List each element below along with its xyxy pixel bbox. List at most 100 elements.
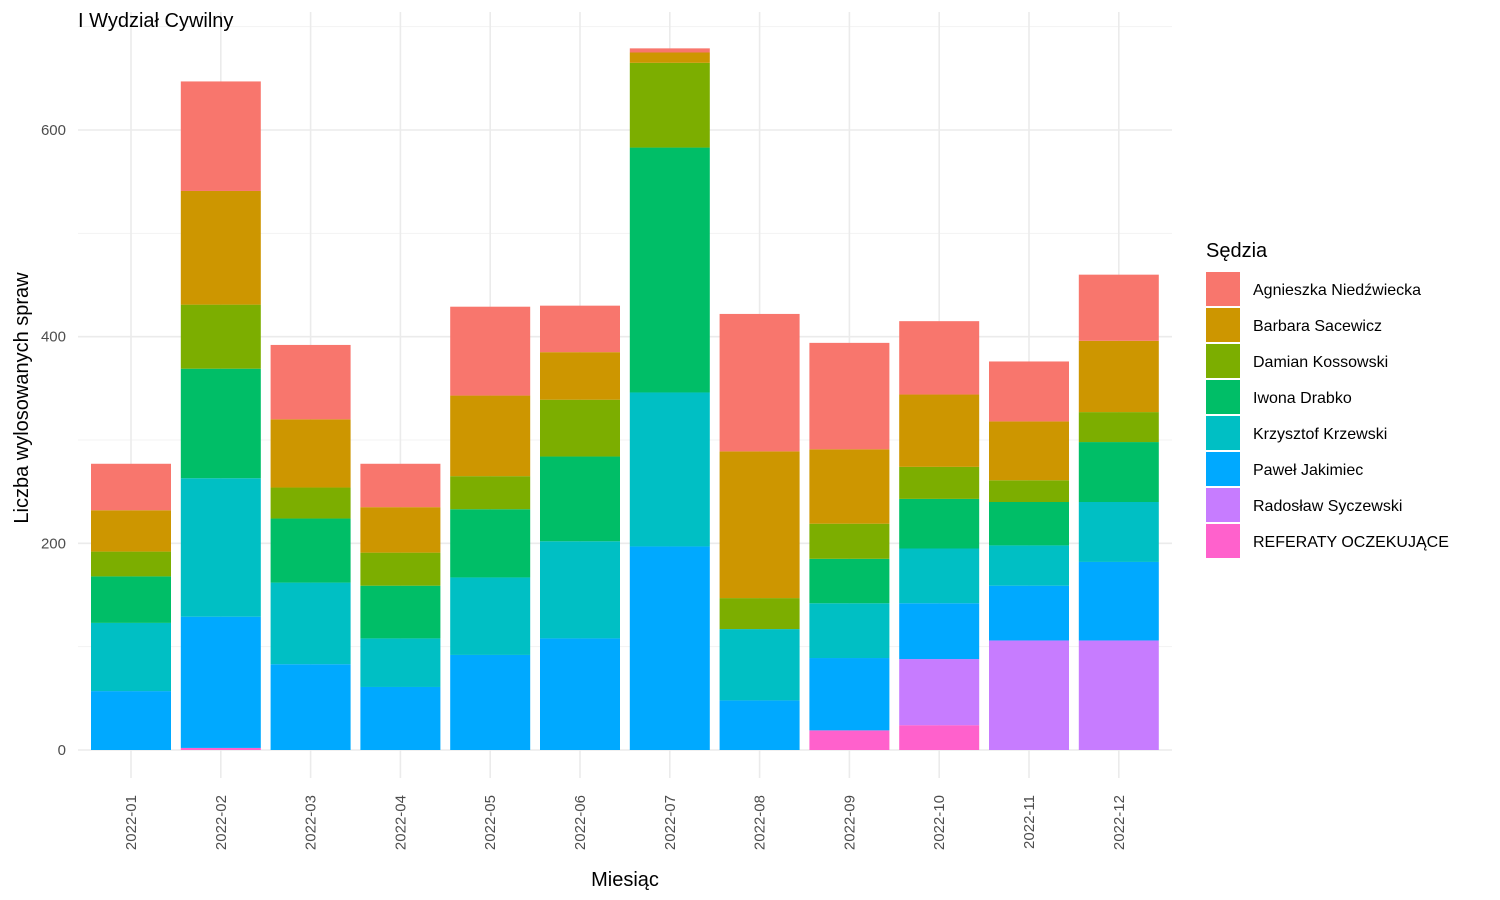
legend-swatch [1206, 488, 1240, 522]
bar-segment [180, 478, 261, 617]
bar-segment [91, 691, 171, 750]
legend-label: Damian Kossowski [1253, 354, 1388, 371]
bar-segment [1078, 502, 1159, 562]
legend-swatch [1206, 308, 1240, 342]
bar-segment [989, 545, 1069, 586]
bar-segment [540, 638, 620, 750]
legend-swatch [1206, 416, 1240, 450]
x-tick-label: 2022-05 [482, 795, 499, 850]
bar-segment [989, 480, 1069, 502]
bar-segment [809, 658, 890, 731]
bar-segment [989, 502, 1069, 546]
bar-segment [360, 638, 441, 687]
y-axis-title: Liczba wylosowanych spraw [11, 272, 33, 524]
x-tick-label: 2022-04 [392, 795, 409, 850]
bar-segment [809, 342, 890, 450]
x-tick-label: 2022-03 [303, 795, 320, 850]
bar-segment [270, 487, 351, 519]
bar-segment [809, 603, 890, 659]
bar-segment [270, 344, 351, 420]
bar-segment [360, 686, 441, 750]
bar-segment [180, 747, 261, 750]
bar-segment [809, 523, 890, 559]
legend-label: Radosław Syczewski [1253, 498, 1402, 515]
bar-segment [91, 622, 171, 692]
bar-segment [540, 305, 620, 353]
bar-segment [899, 725, 980, 750]
bar-segment [899, 548, 980, 604]
bar-segment [809, 449, 890, 524]
bar-segment [1078, 412, 1159, 443]
chart-title: I Wydział Cywilny [78, 10, 233, 32]
bar-segment [899, 498, 980, 549]
bar-segment [180, 190, 261, 305]
bar-segment [899, 659, 980, 726]
bar-segment [629, 147, 710, 393]
bar-segment [91, 463, 171, 511]
bar-segment [91, 510, 171, 552]
bar-segment [450, 654, 531, 750]
bar-segment [629, 48, 710, 53]
bar-segment [899, 466, 980, 499]
x-tick-label: 2022-10 [931, 795, 948, 850]
x-axis-ticks: 2022-01 2022-02 2022-03 2022-04 2022-05 2022-… [123, 795, 1128, 850]
bar-segment [270, 419, 351, 488]
bar-segment [899, 603, 980, 660]
bar-segment [91, 551, 171, 577]
bar-segment [989, 640, 1069, 750]
bar-segment [450, 509, 531, 578]
bar-segment [989, 585, 1069, 641]
y-tick-label: 0 [58, 742, 66, 759]
y-axis-ticks: 0 200 400 600 [41, 122, 66, 759]
legend-label: REFERATY OCZEKUJĄCE [1253, 534, 1449, 551]
bar-segment [1078, 274, 1159, 341]
y-tick-label: 400 [41, 329, 66, 346]
bar-segment [809, 558, 890, 604]
bar-segment [809, 730, 890, 750]
x-tick-label: 2022-11 [1021, 795, 1038, 849]
bars [91, 48, 1159, 750]
bar-segment [450, 306, 531, 396]
bar-segment [450, 577, 531, 655]
bar-segment [360, 552, 441, 586]
bar-segment [719, 598, 800, 630]
bar-segment [989, 421, 1069, 481]
bar-segment [360, 463, 441, 508]
y-tick-label: 200 [41, 535, 66, 552]
x-tick-label: 2022-09 [841, 795, 858, 850]
x-tick-label: 2022-02 [213, 795, 230, 850]
x-tick-label: 2022-12 [1111, 795, 1128, 850]
bar-segment [719, 451, 800, 599]
bar-segment [270, 518, 351, 583]
bar-segment [180, 304, 261, 369]
bar-segment [540, 541, 620, 639]
bar-segment [719, 313, 800, 452]
bar-segment [629, 546, 710, 750]
bar-segment [1078, 561, 1159, 641]
bar-segment [1078, 340, 1159, 413]
x-tick-label: 2022-08 [752, 795, 769, 850]
bar-segment [719, 629, 800, 701]
bar-segment [360, 585, 441, 639]
legend: Sędzia Agnieszka Niedźwiecka Barbara Sace… [1206, 240, 1449, 558]
bar-segment [540, 352, 620, 400]
x-tick-label: 2022-01 [123, 795, 140, 850]
bar-segment [1078, 640, 1159, 750]
bar-segment [270, 582, 351, 665]
legend-label: Agnieszka Niedźwiecka [1253, 282, 1421, 299]
legend-label: Krzysztof Krzewski [1253, 426, 1387, 443]
x-axis-title: Miesiąc [591, 869, 659, 891]
legend-label: Iwona Drabko [1253, 390, 1352, 407]
bar-segment [629, 392, 710, 547]
bar-segment [629, 62, 710, 148]
legend-swatch [1206, 380, 1240, 414]
x-tick-label: 2022-07 [662, 795, 679, 850]
y-tick-label: 600 [41, 122, 66, 139]
legend-swatch [1206, 452, 1240, 486]
legend-label: Paweł Jakimiec [1253, 462, 1363, 479]
x-tick-label: 2022-06 [572, 795, 589, 850]
bar-segment [899, 394, 980, 467]
bar-segment [1078, 442, 1159, 502]
legend-swatch [1206, 344, 1240, 378]
